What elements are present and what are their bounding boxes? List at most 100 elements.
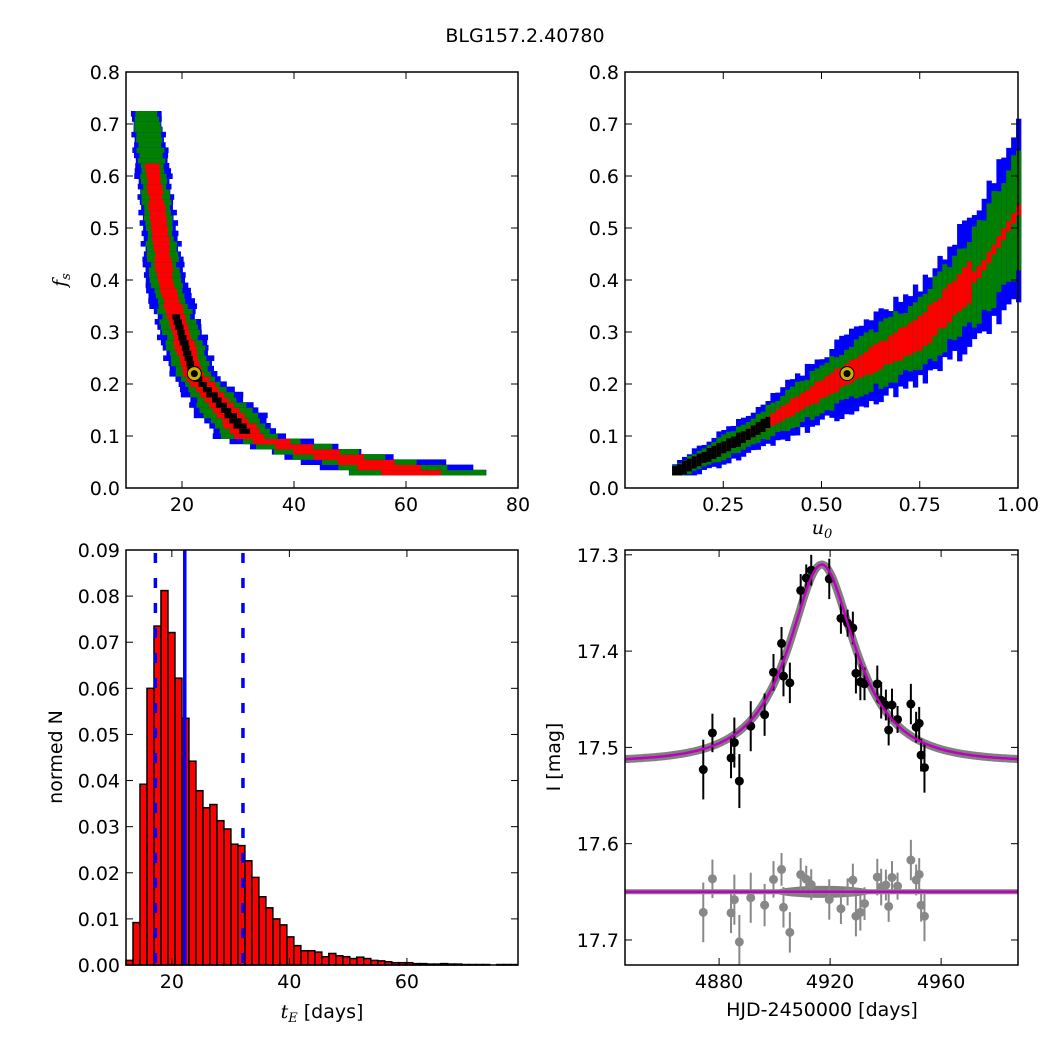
y-tick-label: 0.04	[78, 771, 120, 793]
y-tick-label: 17.6	[577, 834, 619, 856]
density-cell-000000	[755, 421, 761, 435]
density-cell-ff0000	[159, 282, 175, 289]
data-point	[785, 678, 795, 688]
density-cell-ff0000	[799, 393, 806, 410]
density-cell-ff0000	[164, 298, 180, 304]
best-fit-marker-center	[190, 370, 198, 378]
density-cell-ff0000	[153, 241, 170, 247]
density-cell-ff0000	[165, 308, 184, 315]
density-cell-000000	[181, 345, 190, 351]
data-point	[698, 765, 708, 775]
density-cell-000000	[696, 453, 703, 467]
density-cell-ff0000	[145, 168, 161, 174]
histogram-bar	[356, 956, 365, 966]
density-cell-ff0000	[937, 298, 943, 329]
histogram-bar	[258, 896, 267, 966]
density-cell-ff0000	[858, 355, 865, 378]
density-cell-ff0000	[253, 438, 291, 445]
y-tick-label: 0.06	[78, 678, 120, 700]
data-point	[860, 679, 870, 689]
histogram-bar	[160, 589, 169, 966]
residual-point	[893, 881, 903, 891]
data-point	[916, 750, 926, 760]
y-tick-label: 0.7	[589, 114, 619, 136]
density-cell-000000	[736, 432, 742, 447]
y-tick-label: 0.01	[78, 909, 120, 931]
residual-point	[746, 893, 756, 903]
density-cell-ff0000	[357, 464, 421, 471]
density-cell-ff0000	[834, 368, 840, 393]
y-tick-label: 0.02	[78, 863, 120, 885]
density-cell-ff0000	[996, 236, 1002, 248]
residual-point	[824, 894, 834, 904]
density-cell-ff0000	[151, 225, 168, 231]
panel-lightcurve: 4880 4920 4960 17.3 17.4 17.5 17.6 17.7 HJD-2450…	[543, 545, 1019, 1021]
density-cell-000000	[233, 423, 247, 429]
y-tick-label: 0.6	[589, 166, 619, 188]
density-cell-ff0000	[151, 235, 170, 242]
residual-point	[785, 927, 795, 937]
density-cell-ff0000	[337, 459, 395, 465]
density-cell-ff0000	[146, 173, 161, 179]
histogram-bar	[209, 803, 218, 966]
data-point	[906, 699, 916, 709]
density-cell-000000	[706, 448, 712, 462]
density-cell-000000	[745, 428, 752, 440]
density-cell-ff0000	[157, 277, 173, 283]
histogram-bar	[349, 957, 358, 966]
density-cell-000000	[740, 431, 747, 444]
density-cell-000000	[721, 441, 727, 454]
density-cell-ff0000	[932, 301, 938, 336]
residual-point	[778, 902, 788, 912]
density-cell-000000	[206, 391, 218, 398]
y-tick-label: 0.1	[90, 426, 120, 448]
density-cell-ff0000	[809, 386, 816, 405]
density-cell-008000	[139, 152, 163, 159]
y-tick-label: 0.7	[90, 114, 120, 136]
density-cell-000000	[183, 350, 192, 356]
residual-point	[884, 901, 894, 911]
y-tick-label: 17.7	[577, 930, 619, 952]
x-tick-label: 0.50	[800, 494, 842, 516]
density-cell-000000	[202, 386, 212, 393]
density-cell-ff0000	[770, 413, 776, 426]
x-tick-label: 60	[395, 971, 419, 993]
histogram-bar	[300, 949, 309, 966]
density-cell-ff0000	[155, 267, 174, 273]
residual-point	[855, 907, 865, 917]
y-axis-label: fs	[49, 273, 74, 289]
density-cell-ff0000	[780, 405, 786, 421]
data-point	[768, 667, 778, 677]
density-cell-000000	[760, 418, 766, 433]
density-cell-ff0000	[986, 251, 992, 263]
density-cell-000000	[224, 412, 238, 419]
y-tick-label: 0.07	[78, 632, 120, 654]
density-cell-ff0000	[313, 454, 365, 460]
x-tick-label: 4960	[917, 971, 965, 993]
histogram-bar	[321, 955, 330, 966]
y-tick-label: 0.1	[589, 426, 619, 448]
histogram-bar	[202, 807, 211, 966]
density-cell-000000	[186, 360, 195, 367]
density-cell-000000	[184, 355, 193, 361]
x-tick-label: 40	[277, 971, 301, 993]
density-cell-ff0000	[878, 341, 884, 370]
histogram-bar	[307, 949, 316, 966]
density-cell-ff0000	[149, 215, 167, 221]
density-cell-000000	[677, 464, 683, 476]
histogram-bar	[286, 936, 295, 966]
density-cell-ff0000	[873, 343, 879, 373]
histogram-bar	[279, 924, 288, 966]
panel-tE-fs: 20 40 60 80 0.0 0.1 0.2 0.3 0.4 0.5 0.6 0.7 0.8 fs	[49, 62, 530, 516]
histogram-bar	[244, 860, 253, 966]
x-tick-label: 4920	[806, 971, 854, 993]
x-tick-label: 20	[170, 494, 194, 516]
density-cell-008000	[138, 142, 162, 148]
density-cell-000000	[681, 460, 688, 475]
density-cell-ff0000	[868, 346, 874, 375]
density-cell-ff0000	[971, 271, 978, 283]
density-cell-008000	[136, 131, 161, 138]
residual-point	[872, 872, 882, 882]
density-cell-000000	[686, 458, 693, 472]
y-tick-label: 0.08	[78, 586, 120, 608]
